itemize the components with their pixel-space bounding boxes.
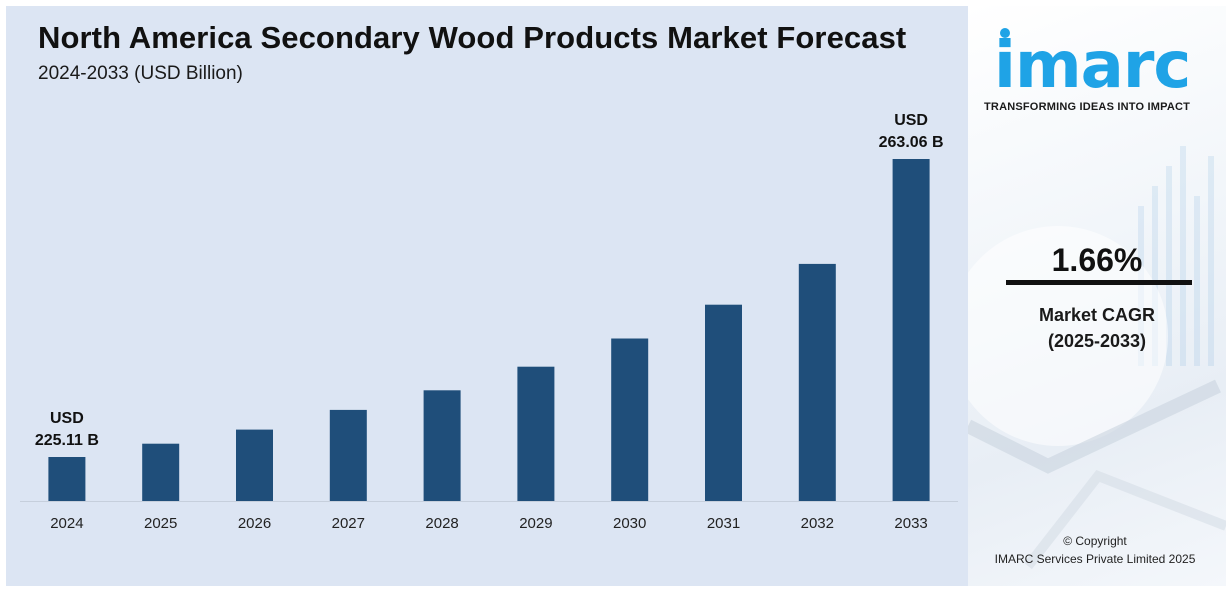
- bar-2024: [48, 457, 86, 501]
- x-tick-label-2033: 2033: [894, 515, 927, 532]
- logo-wordmark: imarc: [994, 29, 1191, 103]
- bar-2032: [798, 263, 836, 501]
- logo-tagline: TRANSFORMING IDEAS INTO IMPACT: [984, 101, 1191, 113]
- x-tick-label-2026: 2026: [238, 515, 271, 532]
- x-tick-label-2024: 2024: [50, 515, 83, 532]
- x-tick-label-2027: 2027: [332, 515, 365, 532]
- cagr-label: Market CAGR (2025-2033): [968, 302, 1226, 354]
- copyright: © Copyright IMARC Services Private Limit…: [968, 532, 1222, 568]
- copyright-line1: © Copyright: [1063, 534, 1127, 548]
- bar-2028: [423, 390, 461, 501]
- cagr-label-line2: (2025-2033): [1047, 331, 1147, 351]
- cagr-value: 1.66%: [1051, 242, 1143, 278]
- data-label-2033-line2: 263.06 B: [879, 134, 944, 151]
- x-tick-label-2031: 2031: [707, 515, 740, 532]
- side-panel: imarc TRANSFORMING IDEAS INTO IMPACT 1.6…: [968, 6, 1226, 586]
- bar-2026: [236, 429, 273, 501]
- copyright-line2: IMARC Services Private Limited 2025: [994, 552, 1196, 566]
- bar-2033: [892, 159, 930, 501]
- x-tick-label-2028: 2028: [425, 515, 458, 532]
- bar-chart: 2024 2025 2026 2027 2028 2029 2030 2031 2032 2033…: [20, 112, 958, 532]
- bar-2027: [329, 409, 367, 501]
- chart-subtitle: 2024-2033 (USD Billion): [38, 63, 243, 84]
- x-tick-label-2030: 2030: [613, 515, 646, 532]
- data-label-2024-line1: USD: [50, 410, 84, 427]
- cagr-divider: [1006, 280, 1192, 285]
- chart-panel: 2024 2025 2026 2027 2028 2029 2030 2031 2032 2033…: [6, 6, 968, 586]
- logo-dot: [1000, 28, 1010, 38]
- bar-2029: [517, 366, 555, 501]
- bar-2030: [611, 338, 649, 501]
- bar-2031: [705, 304, 742, 501]
- data-label-2024-line2: 225.11 B: [35, 432, 99, 449]
- x-tick-label-2029: 2029: [519, 515, 552, 532]
- bar-2025: [142, 443, 180, 501]
- x-tick-label-2025: 2025: [144, 515, 177, 532]
- cagr-label-line1: Market CAGR: [1038, 305, 1156, 325]
- chart-title: North America Secondary Wood Products Ma…: [38, 20, 907, 55]
- data-label-2033-line1: USD: [894, 112, 928, 129]
- x-tick-label-2032: 2032: [801, 515, 834, 532]
